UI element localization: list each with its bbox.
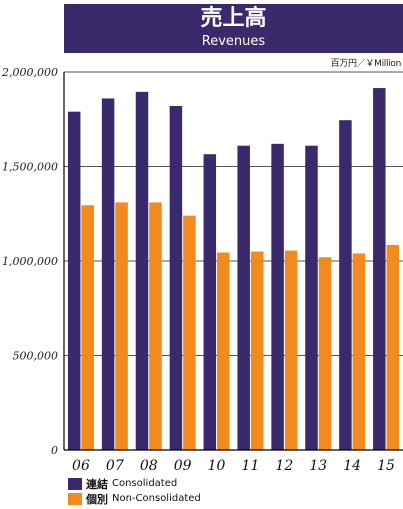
- y-tick-label: 0: [51, 444, 58, 457]
- x-tick-label: 10: [208, 458, 226, 474]
- bar-consolidated: [305, 145, 318, 450]
- x-tick-label: 08: [140, 458, 158, 474]
- bar-consolidated: [135, 91, 149, 450]
- y-tick-label: 500,000: [13, 350, 59, 363]
- axes: [63, 72, 403, 451]
- bar-consolidated: [169, 106, 183, 451]
- bar-non-consolidated: [352, 253, 366, 450]
- bar-consolidated: [67, 111, 81, 450]
- bar-non-consolidated: [318, 257, 332, 450]
- bars: [67, 88, 400, 451]
- bar-non-consolidated: [149, 202, 162, 450]
- bar-non-consolidated: [284, 250, 298, 450]
- bar-consolidated: [237, 145, 250, 450]
- y-tick-label: 2,000,000: [1, 66, 58, 79]
- bar-consolidated: [101, 98, 115, 451]
- y-tick-label: 1,000,000: [2, 255, 58, 268]
- legend-label-japanese: 個別: [86, 492, 108, 506]
- unit-label: 百万円／￥Million: [330, 59, 402, 69]
- x-tick-label: 09: [174, 458, 192, 474]
- bar-consolidated: [203, 154, 217, 450]
- bar-consolidated: [373, 88, 386, 450]
- gridlines: [64, 71, 403, 356]
- chart-title-japanese: 売上高: [200, 6, 267, 31]
- x-tick-label: 12: [275, 458, 293, 474]
- x-tick-label: 06: [72, 458, 90, 474]
- x-tick-label: 14: [343, 458, 361, 474]
- tick-labels: 0 500,000 1,000,000 1,500,000 2,000,000 06 07 0…: [1, 66, 395, 474]
- bar-non-consolidated: [115, 202, 128, 450]
- x-tick-label: 15: [377, 458, 395, 474]
- bar-non-consolidated: [81, 205, 94, 450]
- y-tick-label: 1,500,000: [2, 161, 58, 174]
- legend: 連結 Consolidated 個別 Non-Consolidated: [68, 476, 201, 506]
- bar-non-consolidated: [250, 251, 264, 450]
- legend-item-consolidated: 連結 Consolidated: [68, 476, 201, 491]
- chart-title-english: Revenues: [201, 34, 266, 49]
- legend-swatch-non-consolidated: [68, 492, 82, 505]
- bar-non-consolidated: [183, 215, 196, 450]
- bar-non-consolidated: [386, 244, 400, 450]
- title-band: 売上高 Revenues: [64, 4, 403, 53]
- legend-label-english: Non-Consolidated: [112, 493, 201, 504]
- legend-item-non-consolidated: 個別 Non-Consolidated: [68, 491, 201, 506]
- legend-label-japanese: 連結: [86, 477, 108, 491]
- x-tick-label: 11: [242, 458, 260, 474]
- legend-swatch-consolidated: [68, 477, 82, 490]
- x-tick-label: 07: [106, 458, 124, 474]
- x-tick-label: 13: [309, 458, 327, 474]
- bar-non-consolidated: [217, 252, 230, 450]
- legend-label-english: Consolidated: [112, 478, 178, 489]
- bar-consolidated: [339, 120, 352, 450]
- bar-consolidated: [271, 143, 284, 450]
